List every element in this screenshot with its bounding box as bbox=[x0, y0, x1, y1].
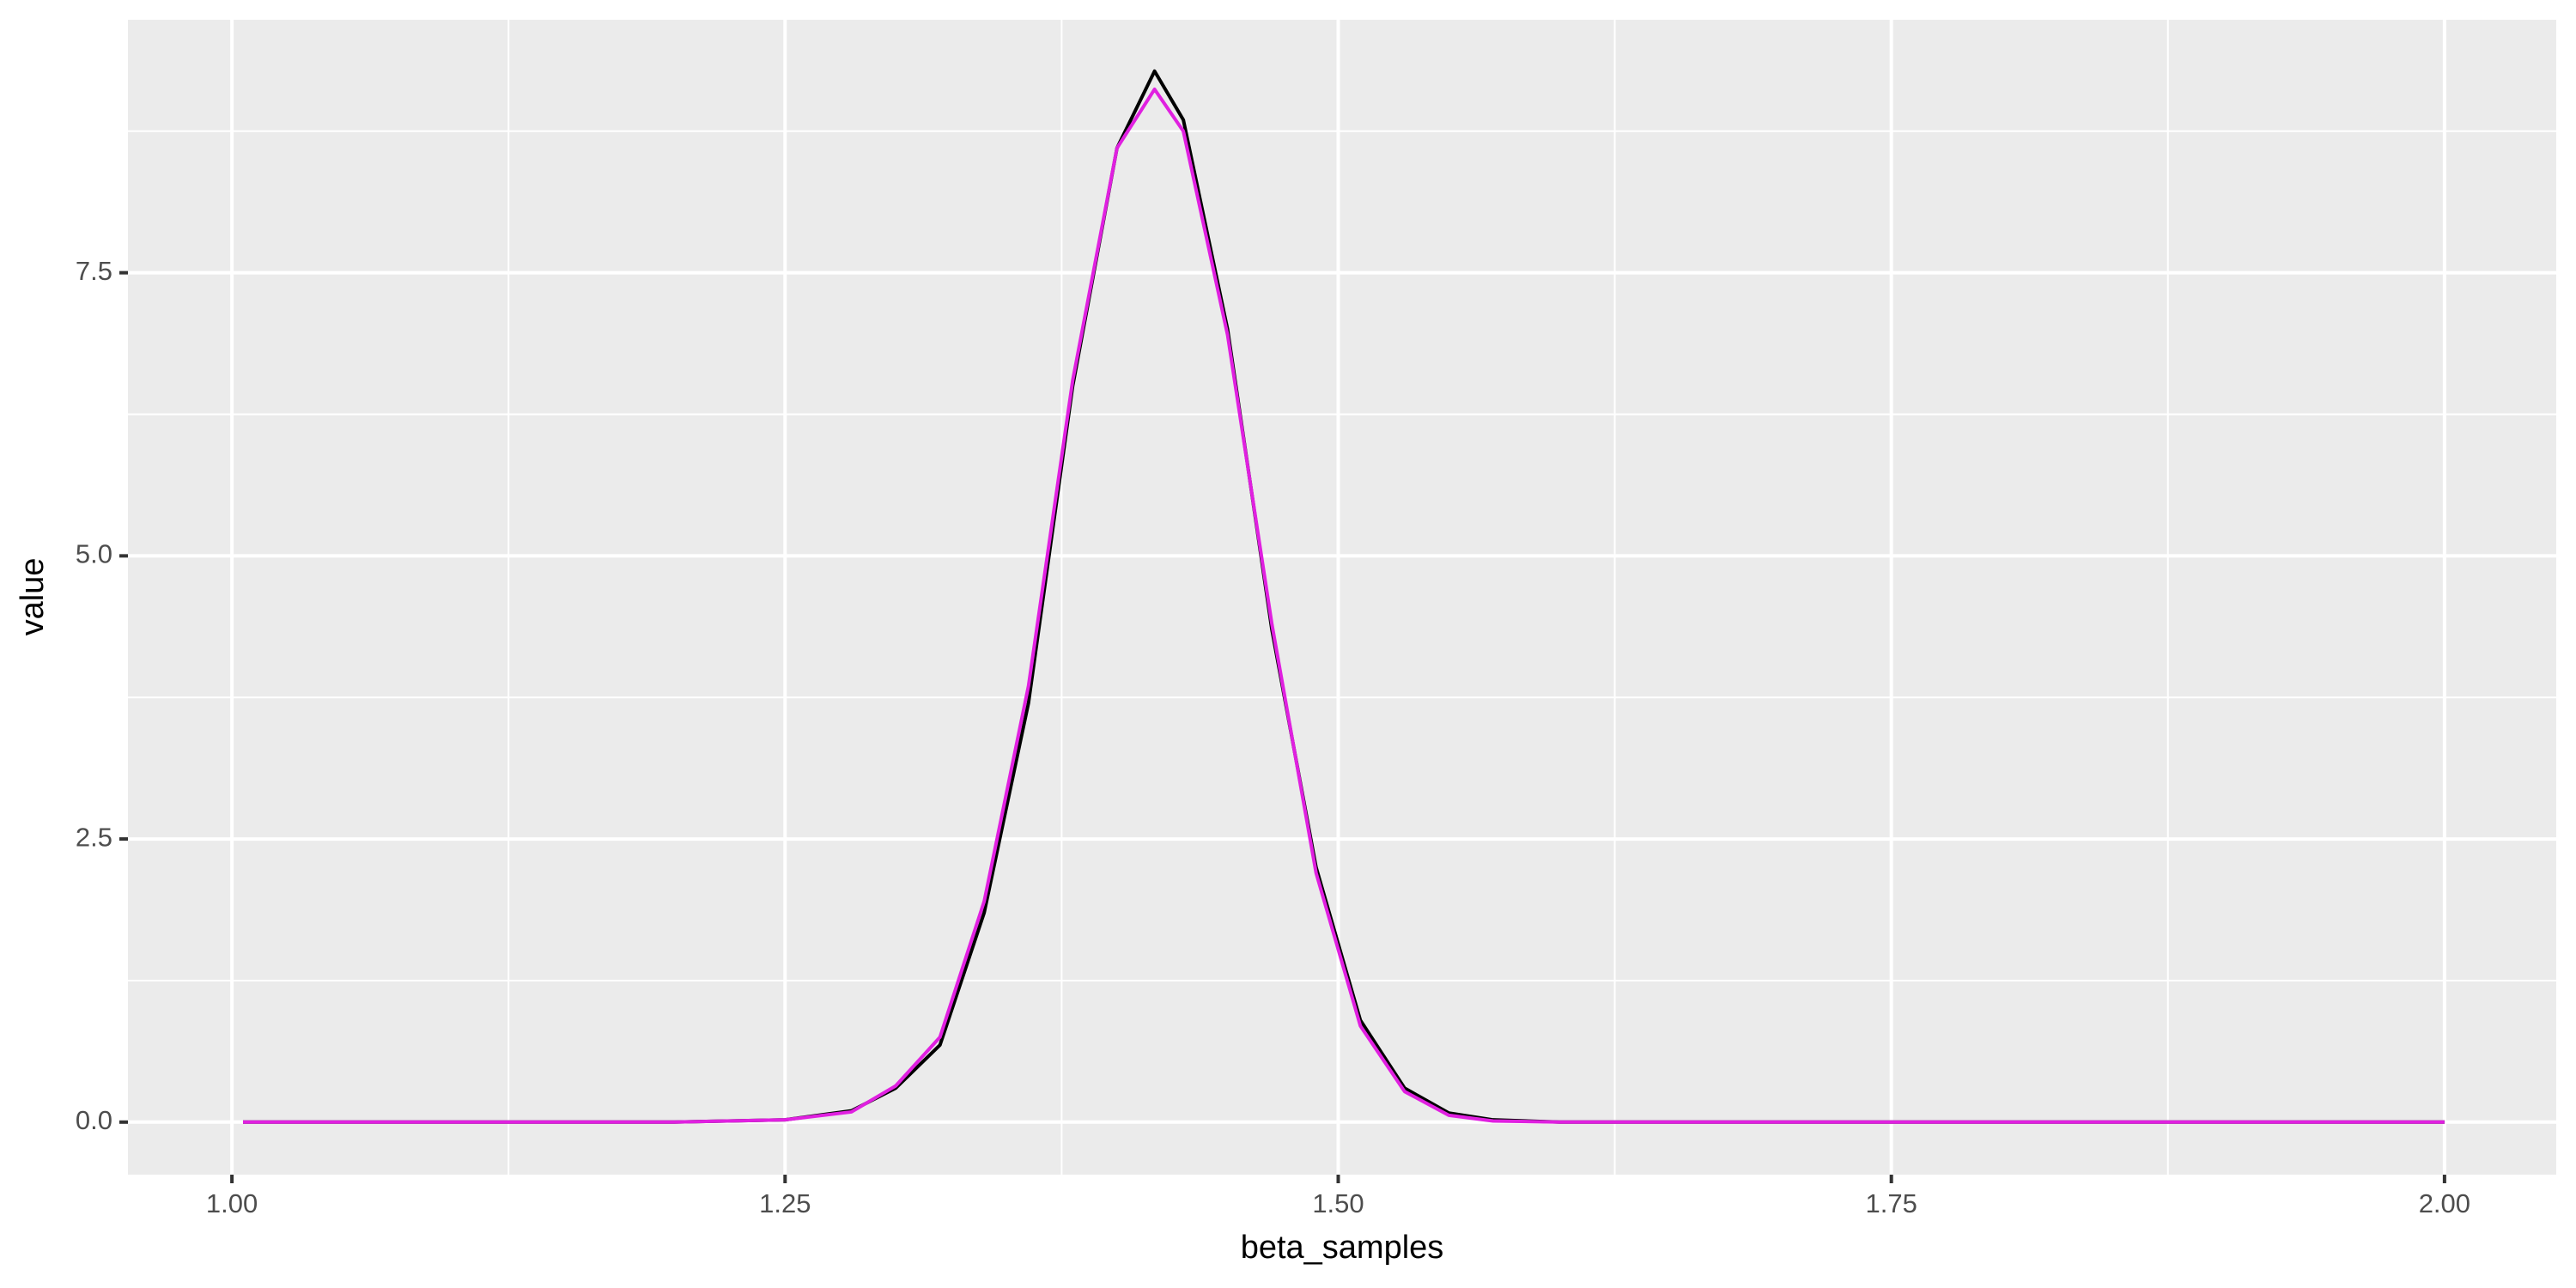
y-axis-title: value bbox=[15, 558, 51, 636]
x-axis-title: beta_samples bbox=[1241, 1230, 1444, 1266]
y-tick-label: 7.5 bbox=[76, 256, 112, 286]
x-tick-label: 1.50 bbox=[1312, 1188, 1364, 1218]
x-tick-label: 2.00 bbox=[2419, 1188, 2470, 1218]
y-tick-label: 2.5 bbox=[76, 822, 112, 852]
panel bbox=[128, 20, 2556, 1175]
x-tick-label: 1.00 bbox=[206, 1188, 258, 1218]
y-tick-label: 0.0 bbox=[76, 1105, 112, 1135]
y-tick-label: 5.0 bbox=[76, 539, 112, 569]
density-line bbox=[242, 87, 2445, 1124]
x-tick-label: 1.75 bbox=[1866, 1188, 1917, 1218]
x-tick-label: 1.25 bbox=[759, 1188, 811, 1218]
